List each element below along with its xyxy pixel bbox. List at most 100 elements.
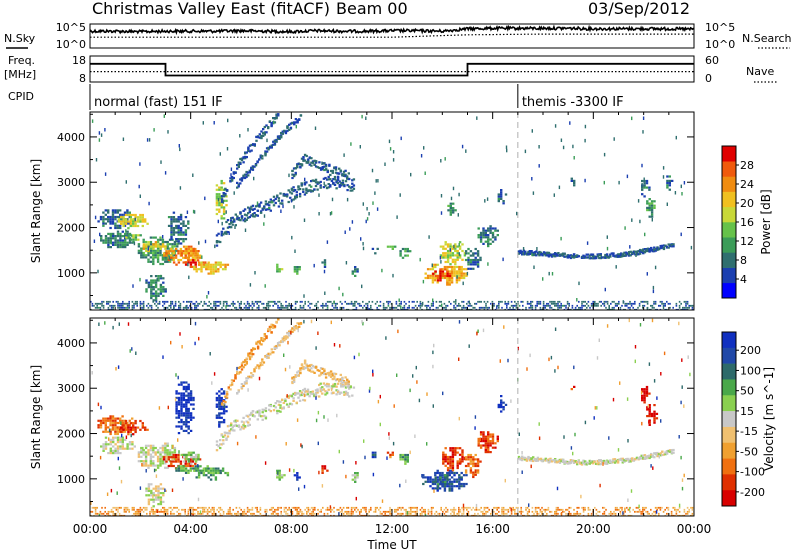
time-axis-label-2: 08:00 — [274, 522, 309, 536]
power-colorbar-label-0: 4 — [740, 273, 747, 286]
power-blob-1 — [100, 230, 134, 249]
time-axis-label-0: 00:00 — [73, 522, 108, 536]
power-blob-8 — [180, 245, 200, 259]
velocity-colorbar-swatch-2 — [722, 363, 736, 380]
velocity-blob-8 — [175, 381, 195, 435]
velocity-colorbar-label-0: 200 — [740, 344, 761, 357]
power-colorbar-swatch-7 — [722, 176, 736, 192]
power-ytick-label-3: 4000 — [57, 131, 85, 144]
power-colorbar-swatch-0 — [722, 282, 736, 299]
velocity-colorbar-label-5: -50 — [740, 445, 758, 458]
power-panel-frame — [89, 111, 695, 311]
power-blob-16 — [351, 266, 359, 277]
velocity-blob-18 — [422, 469, 468, 492]
power-blob-22 — [439, 241, 467, 266]
power-colorbar-swatch-6 — [722, 191, 736, 208]
power-ytick-label-1: 2000 — [57, 222, 85, 235]
power-blob-5 — [142, 241, 167, 253]
velocity-track-4 — [517, 448, 675, 466]
power-blob-19 — [399, 247, 412, 259]
power-blob-15 — [321, 259, 327, 268]
station-title: Christmas Valley East (fitACF) — [92, 0, 331, 18]
velocity-colorbar-label-6: -100 — [740, 466, 765, 479]
velocity-blob-25 — [641, 385, 651, 404]
velocity-ytick-label-3: 4000 — [57, 337, 85, 350]
velocity-colorbar-swatch-0 — [722, 332, 736, 349]
power-blob-13 — [276, 263, 284, 273]
power-blob-20 — [424, 263, 468, 286]
freq-series-0 — [90, 62, 694, 77]
noise-right-tick-top: 10^5 — [705, 21, 735, 34]
freq-left-tick-bottom: 8 — [79, 72, 86, 85]
velocity-blob-12 — [293, 472, 301, 481]
time-axis-label-4: 16:00 — [475, 522, 510, 536]
power-colorbar-label-1: 8 — [740, 254, 747, 267]
velocity-ytick-label-2: 3000 — [57, 382, 85, 395]
velocity-data-layer — [90, 318, 694, 516]
velocity-blob-16 — [386, 451, 394, 459]
velocity-blob-1 — [100, 436, 136, 455]
power-blob-18 — [386, 245, 397, 250]
power-blob-29 — [666, 175, 674, 191]
velocity-track-2 — [236, 322, 303, 395]
velocity-colorbar-swatch-5 — [722, 411, 736, 428]
velocity-blob-24 — [646, 404, 659, 426]
power-blob-25 — [447, 202, 457, 216]
velocity-colorbar-label-2: 50 — [740, 385, 754, 398]
velocity-blob-10 — [145, 483, 167, 508]
velocity-colorbar-swatch-3 — [722, 379, 736, 396]
noise-series-0 — [89, 24, 695, 36]
power-blob-30 — [570, 177, 576, 187]
velocity-colorbar-swatch-4 — [722, 395, 736, 412]
velocity-colorbar-swatch-8 — [722, 458, 736, 475]
velocity-blob-19 — [432, 474, 452, 488]
velocity-ytick-label-0: 1000 — [57, 473, 85, 486]
power-blob-10 — [167, 211, 190, 245]
velocity-blob-5 — [175, 465, 209, 474]
time-axis-label-3: 12:00 — [375, 522, 410, 536]
power-data-layer — [90, 113, 694, 310]
time-axis-title: Time UT — [366, 538, 417, 552]
power-ground-band — [90, 300, 694, 310]
velocity-colorbar-frame — [721, 331, 737, 507]
velocity-panel-frame — [89, 317, 695, 517]
beam-label: Beam 00 — [336, 0, 408, 18]
power-blob-0 — [97, 209, 136, 230]
power-colorbar-label-6: 28 — [740, 159, 754, 172]
power-colorbar-label-4: 20 — [740, 197, 754, 210]
velocity-blob-22 — [477, 431, 499, 454]
nave-label: Nave — [746, 65, 774, 78]
power-track-3 — [291, 153, 350, 181]
power-track-1 — [220, 113, 280, 203]
velocity-speckle — [90, 318, 694, 516]
power-colorbar-swatch-1 — [722, 267, 736, 284]
power-blob-12 — [145, 275, 167, 302]
power-track-2 — [236, 114, 303, 189]
noise-series-1 — [90, 33, 694, 38]
noise-left-tick-bottom: 10^0 — [56, 38, 86, 51]
power-blob-17 — [371, 247, 379, 255]
velocity-colorbar-label-7: -200 — [740, 486, 765, 499]
power-colorbar-swatch-2 — [722, 252, 736, 268]
velocity-colorbar-swatch-1 — [722, 347, 736, 364]
velocity-colorbar-swatch-6 — [722, 426, 736, 444]
power-speckle — [91, 114, 694, 310]
power-colorbar-swatch-8 — [722, 161, 736, 177]
date-label: 03/Sep/2012 — [588, 0, 691, 18]
power-colorbar-swatch-3 — [722, 237, 736, 253]
velocity-colorbar-label-1: 100 — [740, 364, 761, 377]
noise-panel-frame — [89, 23, 695, 49]
velocity-colorbar-label-4: -15 — [740, 425, 758, 438]
power-track-0 — [215, 173, 356, 247]
freq-panel-frame — [89, 55, 695, 83]
velocity-ylabel: Slant Range [km] — [29, 365, 43, 469]
velocity-blob-14 — [351, 472, 359, 483]
freq-label-line2: [MHz] — [4, 68, 36, 81]
velocity-colorbar-title: Velocity [m s^-1] — [762, 367, 776, 471]
velocity-ytick-label-1: 2000 — [57, 428, 85, 441]
velocity-colorbar-swatch-9 — [722, 474, 736, 491]
power-blob-21 — [432, 268, 452, 282]
time-axis-label-6: 00:00 — [677, 522, 712, 536]
velocity-blob-13 — [321, 465, 329, 474]
